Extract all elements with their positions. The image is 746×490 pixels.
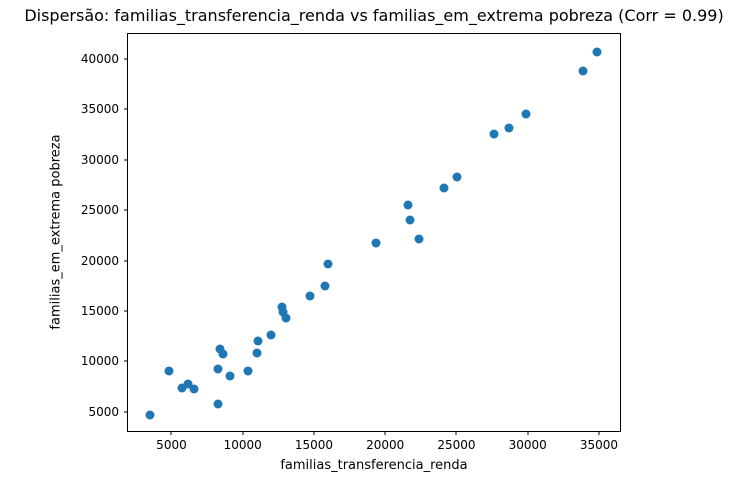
data-point — [320, 281, 330, 291]
y-tick-label: 15000 — [80, 303, 119, 318]
data-point — [323, 259, 333, 269]
y-axis-label: familias_em_extrema pobreza — [48, 134, 64, 330]
data-point — [278, 307, 288, 317]
x-tick-label: 5000 — [156, 438, 187, 452]
x-tick-mark — [242, 431, 244, 435]
data-point — [253, 336, 263, 346]
data-point — [277, 302, 287, 312]
x-tick-mark — [455, 431, 457, 435]
data-point — [225, 371, 235, 381]
data-point — [145, 410, 155, 420]
data-point — [578, 66, 588, 76]
data-point — [183, 379, 193, 389]
data-point — [371, 238, 381, 248]
data-point — [215, 344, 225, 354]
data-point — [252, 348, 262, 358]
y-tick-label: 20000 — [80, 253, 119, 268]
y-tick-label: 25000 — [80, 203, 119, 218]
data-point — [218, 349, 228, 359]
data-point — [489, 129, 499, 139]
y-tick-label: 10000 — [80, 354, 119, 369]
data-point — [504, 123, 514, 133]
x-tick-label: 35000 — [579, 438, 618, 452]
data-point — [164, 366, 174, 376]
data-point — [177, 383, 187, 393]
data-point — [213, 399, 223, 409]
data-point — [592, 47, 602, 57]
y-tick-label: 30000 — [80, 152, 119, 167]
y-tick-mark — [124, 360, 128, 362]
y-tick-mark — [124, 108, 128, 110]
y-tick-label: 35000 — [80, 102, 119, 117]
y-tick-mark — [124, 260, 128, 262]
data-point — [281, 313, 291, 323]
y-tick-label: 40000 — [80, 51, 119, 66]
data-point — [305, 291, 315, 301]
plot-area: 5000 10000 15000 20000 25000 30000 35000 5000 1… — [81, 33, 621, 452]
x-tick-mark — [313, 431, 315, 435]
x-tick-mark — [527, 431, 529, 435]
y-tick-label: 5000 — [88, 404, 119, 419]
y-tick-mark — [124, 58, 128, 60]
x-tick-mark — [598, 431, 600, 435]
data-point — [452, 172, 462, 182]
data-point — [213, 364, 223, 374]
x-axis-label: familias_transferencia_renda — [280, 458, 468, 473]
data-point — [266, 330, 276, 340]
data-point — [243, 366, 253, 376]
x-tick-label: 30000 — [508, 438, 547, 452]
data-point — [403, 200, 413, 210]
y-tick-mark — [124, 209, 128, 211]
x-tick-mark — [170, 431, 172, 435]
data-point — [439, 183, 449, 193]
x-tick-mark — [384, 431, 386, 435]
data-point — [414, 234, 424, 244]
y-tick-mark — [124, 411, 128, 413]
x-tick-label: 15000 — [294, 438, 334, 452]
x-tick-label: 10000 — [223, 438, 262, 452]
chart-title: Dispersão: familias_transferencia_renda … — [24, 6, 724, 25]
y-tick-mark — [124, 159, 128, 161]
data-point — [189, 384, 199, 394]
x-tick-label: 25000 — [437, 438, 476, 452]
data-point — [405, 215, 415, 225]
data-point — [521, 109, 531, 119]
y-tick-mark — [124, 310, 128, 312]
x-tick-label: 20000 — [366, 438, 405, 452]
